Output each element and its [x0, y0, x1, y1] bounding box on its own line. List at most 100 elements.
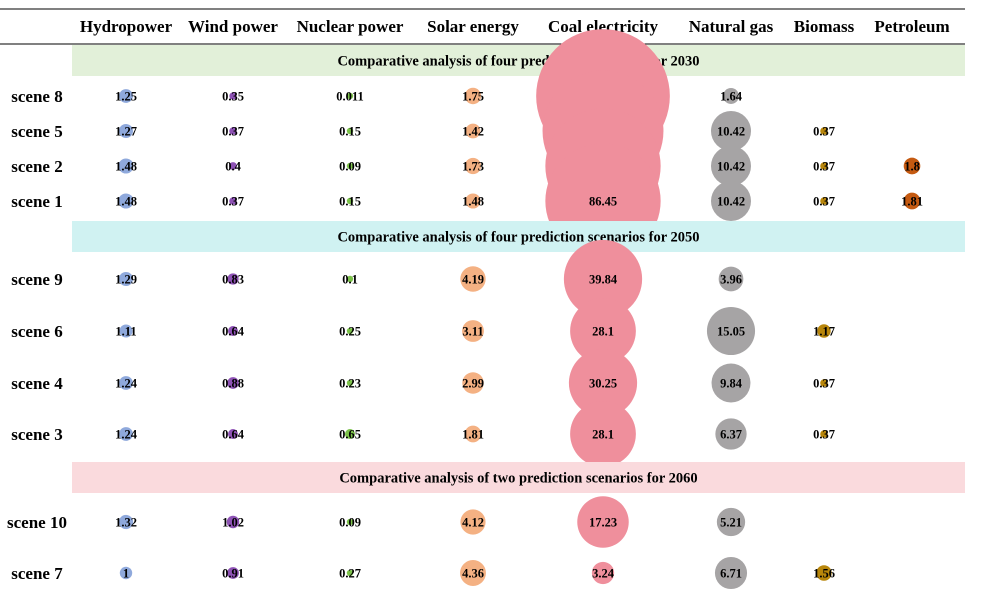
value-label-scene-4-nuclear-power: 0.23 — [339, 377, 361, 391]
value-label-scene-3-natural-gas: 6.37 — [720, 428, 742, 442]
value-label-scene-2-natural-gas: 10.42 — [717, 160, 745, 174]
bubble-scene-9-hydropower — [118, 271, 134, 287]
value-label-scene-3-biomass: 0.37 — [813, 428, 835, 442]
bubble-scene-9-nuclear-power — [346, 275, 354, 283]
value-label-scene-7-biomass: 1.56 — [813, 567, 835, 581]
bubble-scene-5-hydropower — [119, 124, 133, 138]
value-label-scene-7-nuclear-power: 0.27 — [339, 567, 361, 581]
row-label-scene-6: scene 6 — [11, 322, 62, 341]
bubble-scene-5-wind-power — [229, 127, 237, 135]
bubble-scene-3-nuclear-power — [345, 429, 355, 439]
bubble-scene-10-wind-power — [226, 515, 240, 529]
bubble-scene-5-nuclear-power — [346, 127, 354, 135]
value-label-scene-10-natural-gas: 5.21 — [720, 516, 742, 530]
bubble-scene-1-solar-energy — [465, 193, 481, 209]
bubble-scene-1-natural-gas — [710, 180, 752, 222]
value-label-scene-6-solar-energy: 3.11 — [462, 325, 483, 339]
bubble-scene-3-solar-energy — [464, 425, 482, 443]
value-label-scene-10-wind-power: 1.02 — [222, 516, 244, 530]
bubble-scene-6-natural-gas — [706, 306, 756, 356]
value-label-scene-5-nuclear-power: 0.15 — [339, 125, 361, 139]
bubble-scene-4-nuclear-power — [346, 379, 354, 387]
bubble-scene-7-solar-energy — [460, 560, 486, 586]
value-label-scene-4-solar-energy: 2.99 — [462, 377, 484, 391]
bubble-scene-10-nuclear-power — [346, 518, 354, 526]
bubble-scene-6-hydropower — [119, 324, 133, 338]
value-label-scene-5-wind-power: 0.37 — [222, 125, 244, 139]
value-label-scene-1-wind-power: 0.37 — [222, 195, 244, 209]
bubble-scene-6-wind-power — [228, 326, 238, 336]
value-label-scene-3-coal-electricity: 28.1 — [592, 428, 614, 442]
value-label-scene-1-biomass: 0.37 — [813, 195, 835, 209]
bubble-scene-6-biomass — [817, 324, 831, 338]
value-label-scene-9-hydropower: 1.29 — [115, 273, 137, 287]
row-label-scene-7: scene 7 — [11, 564, 63, 583]
bubble-scene-3-biomass — [820, 430, 828, 438]
value-label-scene-10-solar-energy: 4.12 — [462, 516, 484, 530]
column-header-natural-gas: Natural gas — [689, 17, 774, 36]
value-label-scene-5-hydropower: 1.27 — [115, 125, 137, 139]
value-label-scene-2-nuclear-power: 0.09 — [339, 160, 361, 174]
value-label-scene-1-coal-electricity: 86.45 — [589, 195, 617, 209]
bubble-scene-1-wind-power — [229, 197, 237, 205]
bubble-scene-2-petroleum — [903, 157, 921, 175]
table-row: scene 7 1 0.91 0.27 4.36 3.24 6.71 1.56 — [11, 556, 835, 590]
value-label-scene-7-coal-electricity: 3.24 — [592, 567, 615, 581]
row-label-scene-1: scene 1 — [11, 192, 62, 211]
value-label-scene-1-natural-gas: 10.42 — [717, 195, 745, 209]
value-label-scene-4-coal-electricity: 30.25 — [589, 377, 617, 391]
value-label-scene-3-hydropower: 1.24 — [115, 428, 138, 442]
bubble-scene-1-nuclear-power — [346, 197, 354, 205]
value-label-scene-3-solar-energy: 1.81 — [462, 428, 484, 442]
value-label-scene-8-natural-gas: 1.64 — [720, 90, 743, 104]
value-label-scene-9-coal-electricity: 39.84 — [589, 273, 618, 287]
column-header-hydropower: Hydropower — [80, 17, 173, 36]
bubble-scene-2-hydropower — [118, 158, 134, 174]
bubble-scene-4-solar-energy — [462, 372, 484, 394]
bubble-scene-7-hydropower — [119, 566, 133, 580]
bubble-scene-10-solar-energy — [460, 509, 486, 535]
row-label-scene-5: scene 5 — [11, 122, 62, 141]
bubble-scene-4-natural-gas — [711, 363, 751, 403]
bubble-scene-5-solar-energy — [465, 123, 481, 139]
bubble-scene-10-coal-electricity — [577, 496, 629, 548]
bubble-scene-7-natural-gas — [714, 556, 748, 590]
section-band-2 — [72, 221, 965, 252]
value-label-scene-2-petroleum: 1.8 — [904, 160, 920, 174]
value-label-scene-1-solar-energy: 1.48 — [462, 195, 484, 209]
value-label-scene-4-natural-gas: 9.84 — [720, 377, 743, 391]
table-row: scene 4 1.24 0.88 0.23 2.99 30.25 9.84 0.37 — [11, 348, 835, 418]
bubble-scene-3-coal-electricity — [570, 401, 636, 467]
bubble-scene-7-wind-power — [227, 567, 239, 579]
value-label-scene-2-solar-energy: 1.73 — [462, 160, 484, 174]
value-label-scene-9-solar-energy: 4.19 — [462, 273, 484, 287]
row-label-scene-10: scene 10 — [7, 513, 67, 532]
bubble-scene-8-hydropower — [119, 89, 133, 103]
column-header-nuclear-power: Nuclear power — [297, 17, 404, 36]
column-header-coal-electricity: Coal electricity — [548, 17, 658, 36]
row-label-scene-3: scene 3 — [11, 425, 62, 444]
value-label-scene-8-hydropower: 1.25 — [115, 90, 137, 104]
value-label-scene-2-hydropower: 1.48 — [115, 160, 137, 174]
value-label-scene-8-wind-power: 0.35 — [222, 90, 244, 104]
value-label-scene-7-solar-energy: 4.36 — [462, 567, 484, 581]
bubble-scene-3-wind-power — [228, 429, 238, 439]
bubble-scene-10-hydropower — [118, 514, 134, 530]
row-label-scene-2: scene 2 — [11, 157, 62, 176]
bubble-scene-1-hydropower — [118, 193, 134, 209]
value-label-scene-6-hydropower: 1.11 — [115, 325, 136, 339]
bubble-scene-2-solar-energy — [464, 157, 482, 175]
table-row: scene 6 1.11 0.64 0.25 3.11 28.1 15.05 1.17 — [11, 298, 835, 364]
row-label-scene-8: scene 8 — [11, 87, 62, 106]
section-title-3: Comparative analysis of two prediction s… — [339, 471, 697, 487]
column-header-wind-power: Wind power — [188, 17, 278, 36]
value-label-scene-9-nuclear-power: 0.1 — [342, 273, 358, 287]
bubble-scene-5-natural-gas — [710, 110, 752, 152]
value-label-scene-6-coal-electricity: 28.1 — [592, 325, 614, 339]
section-title-2: Comparative analysis of four prediction … — [337, 230, 699, 246]
bubble-scene-1-petroleum — [903, 192, 921, 210]
value-label-scene-6-nuclear-power: 0.25 — [339, 325, 361, 339]
value-label-scene-6-natural-gas: 15.05 — [717, 325, 745, 339]
bubble-scene-2-wind-power — [229, 162, 237, 170]
table-row: scene 10 1.32 1.02 0.09 4.12 17.23 5.21 — [7, 496, 746, 548]
